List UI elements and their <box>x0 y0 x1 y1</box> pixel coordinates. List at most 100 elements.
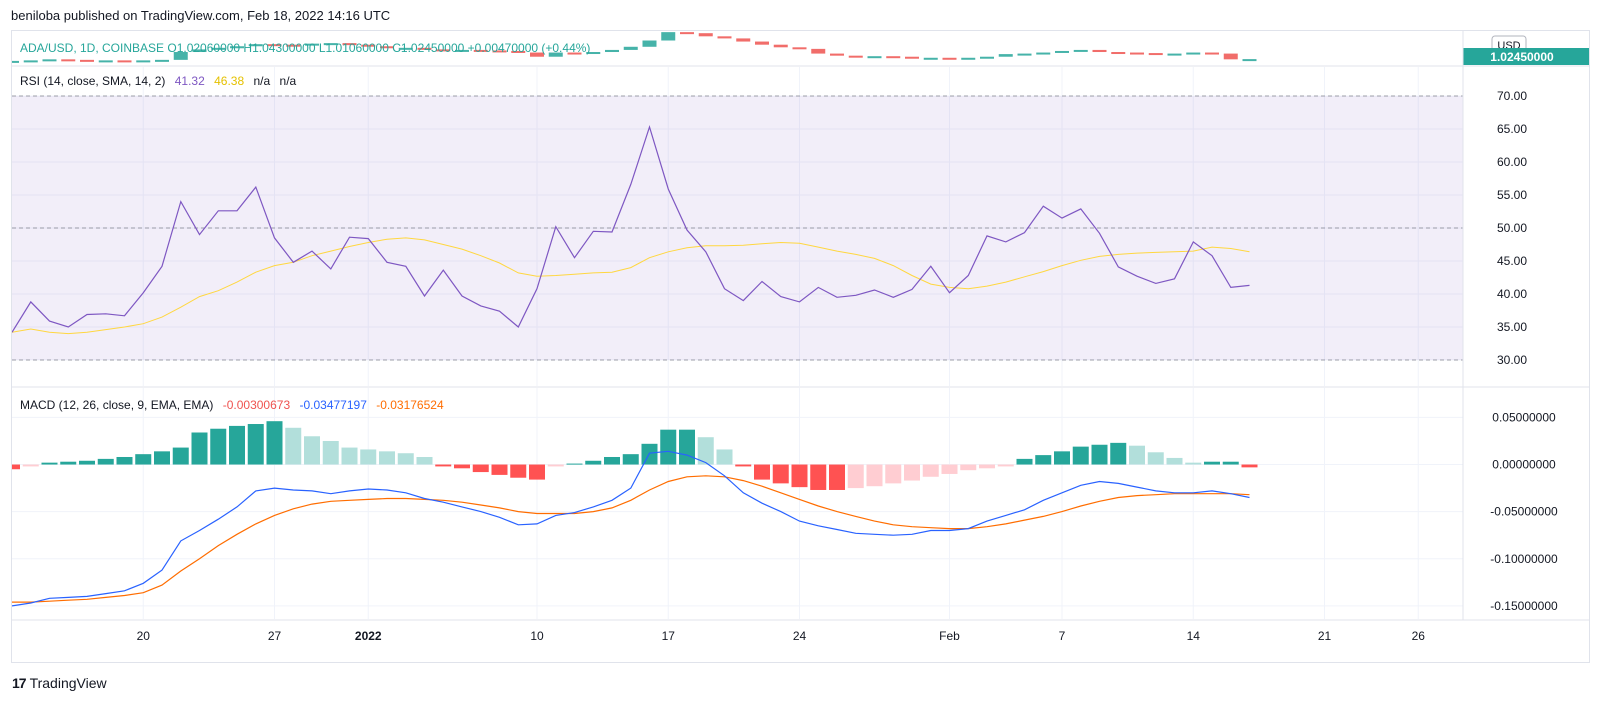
price-candle <box>1111 52 1126 55</box>
rsi-tick-label: 45.00 <box>1497 254 1527 268</box>
histogram-bar <box>1166 457 1183 465</box>
last-price-box <box>1463 48 1589 65</box>
time-axis-label: 26 <box>1412 629 1426 643</box>
histogram-bar <box>191 432 208 465</box>
tradingview-logo-icon: 17 <box>12 675 27 691</box>
histogram-bar <box>529 464 545 480</box>
macd-line <box>11 450 1250 607</box>
time-axis[interactable]: 20 27 2022 10 17 24 Feb 7 14 21 26 <box>137 629 1426 643</box>
histogram-bar <box>172 447 189 465</box>
histogram-bar <box>266 421 283 465</box>
price-pane[interactable]: ADA/USD, 1D, COINBASE O1.02060000 H1.043… <box>5 32 1589 65</box>
price-candle <box>42 59 57 62</box>
price-candle <box>511 50 526 53</box>
price-candle <box>1148 53 1163 56</box>
price-candle <box>1223 53 1238 60</box>
price-candle <box>155 59 169 62</box>
macd-axis-ticks: 0.05000000 0.00000000 -0.05000000 -0.100000… <box>1490 410 1558 612</box>
histogram-bar <box>4 464 20 470</box>
price-candle <box>173 52 188 60</box>
tradingview-footer[interactable]: 17 TradingView <box>12 675 107 691</box>
macd-legend-value: -0.03477197 <box>299 398 367 412</box>
histogram-bar <box>41 462 58 465</box>
rsi-tick-label: 65.00 <box>1497 122 1527 136</box>
rsi-tick-label: 70.00 <box>1497 89 1527 103</box>
price-candle <box>961 57 976 60</box>
histogram-bar <box>754 464 770 480</box>
chart-canvas[interactable]: ADA/USD, 1D, COINBASE O1.02060000 H1.043… <box>4 31 1589 662</box>
price-candle <box>923 57 938 60</box>
histogram-bar <box>679 429 695 465</box>
histogram-bar <box>322 440 339 465</box>
histogram-bar <box>154 451 170 465</box>
histogram-bar <box>735 464 752 467</box>
price-candle <box>811 48 826 54</box>
macd-tick-label: 0.00000000 <box>1492 458 1556 472</box>
price-candle <box>680 32 694 35</box>
macd-tick-label: 0.05000000 <box>1492 410 1556 424</box>
price-candle <box>848 55 863 58</box>
chart-frame[interactable]: ADA/USD, 1D, COINBASE O1.02060000 H1.043… <box>4 30 1590 663</box>
histogram-bar <box>1091 444 1108 465</box>
price-candle <box>942 57 957 60</box>
price-candle <box>586 52 601 55</box>
rsi-pane[interactable]: 70.00 65.00 60.00 55.00 50.00 45.00 40.00 35.00… <box>11 67 1527 386</box>
macd-tick-label: -0.15000000 <box>1490 599 1558 613</box>
histogram-bar <box>210 428 227 465</box>
histogram-bar <box>472 464 489 473</box>
histogram-bar <box>304 436 320 465</box>
price-candle <box>548 52 563 57</box>
price-candle <box>192 49 207 53</box>
rsi-legend-name: RSI (14, close, SMA, 14, 2) <box>20 74 165 88</box>
macd-pane[interactable]: 0.05000000 0.00000000 -0.05000000 -0.100000… <box>4 388 1558 619</box>
price-candle <box>1092 49 1107 53</box>
rsi-legend-value: 41.32 <box>175 74 205 88</box>
rsi-axis-ticks: 70.00 65.00 60.00 55.00 50.00 45.00 40.00 35.00… <box>1497 89 1527 367</box>
rsi-tick-label: 55.00 <box>1497 188 1527 202</box>
histogram-bar <box>60 461 77 465</box>
price-candle <box>1036 52 1051 55</box>
price-candle <box>61 59 76 62</box>
histogram-bar <box>1072 446 1089 465</box>
price-candle <box>248 44 263 47</box>
price-candle <box>398 47 413 50</box>
rsi-ma-line <box>11 237 1250 335</box>
time-axis-label: 2022 <box>355 629 382 643</box>
histogram-bar <box>1147 452 1164 465</box>
histogram-bar <box>772 464 789 484</box>
histogram-bar <box>97 458 114 465</box>
price-candle <box>905 56 919 59</box>
time-axis-label: 21 <box>1318 629 1332 643</box>
histogram-bar <box>1035 455 1052 465</box>
time-axis-label: 17 <box>662 629 676 643</box>
price-candle <box>792 47 807 50</box>
histogram-bar <box>791 464 808 488</box>
histogram-bar <box>904 464 920 481</box>
histogram-bar <box>604 456 620 465</box>
macd-legend-name: MACD (12, 26, close, 9, EMA, EMA) <box>20 398 213 412</box>
rsi-band-lines <box>12 95 1463 361</box>
price-candle <box>342 43 357 46</box>
price-candle <box>867 56 882 59</box>
histogram-bar <box>79 460 95 465</box>
price-candle <box>567 52 582 55</box>
price-candle <box>1073 49 1088 52</box>
histogram-bar <box>379 451 395 465</box>
rsi-legend-na-2: n/a <box>280 74 297 88</box>
histogram-bar <box>660 429 677 465</box>
price-candle <box>755 41 769 45</box>
macd-histogram <box>4 421 1258 490</box>
histogram-bar <box>435 464 452 467</box>
histogram-bar <box>697 437 714 465</box>
histogram-bar <box>229 425 245 465</box>
price-candle <box>305 43 319 46</box>
price-candle <box>698 33 713 37</box>
histogram-bar <box>960 464 977 471</box>
histogram-bar <box>510 464 527 478</box>
price-candle <box>717 36 732 39</box>
price-candle <box>1205 52 1219 55</box>
publisher-line: beniloba published on TradingView.com, F… <box>11 8 391 23</box>
histogram-bar <box>1204 461 1220 465</box>
macd-legend: MACD (12, 26, close, 9, EMA, EMA) -0.003… <box>20 398 444 412</box>
price-candle <box>323 43 338 46</box>
